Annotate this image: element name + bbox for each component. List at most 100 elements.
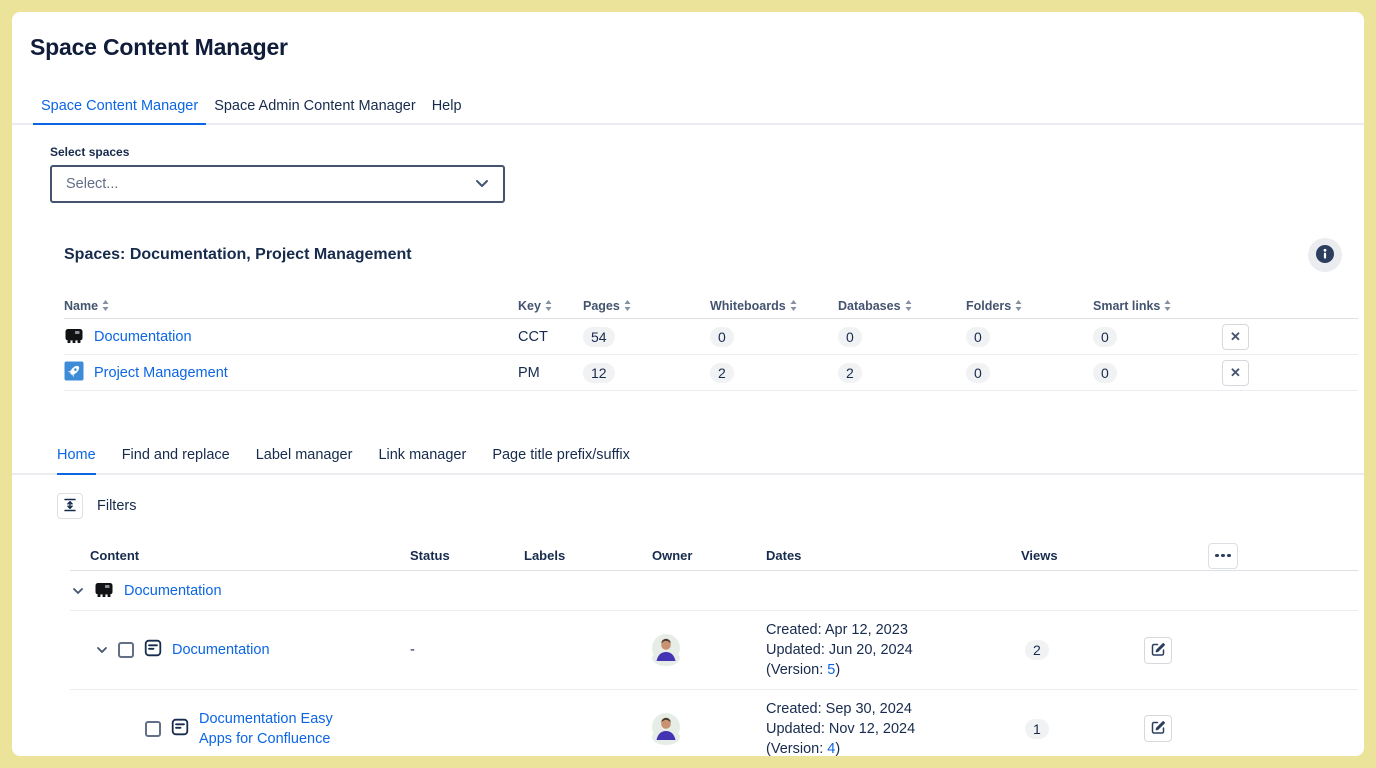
status-value: - <box>410 642 415 658</box>
row-checkbox[interactable] <box>118 642 134 658</box>
column-header-name[interactable]: Name <box>64 299 518 313</box>
pages-count: 12 <box>583 362 615 383</box>
column-label: Smart links <box>1093 298 1161 313</box>
page-icon <box>144 639 162 661</box>
select-spaces-block: Select spaces Select... <box>50 145 1364 203</box>
column-header-pages[interactable]: Pages <box>583 299 710 313</box>
space-key: PM <box>518 364 540 381</box>
column-header-owner: Owner <box>652 548 693 563</box>
space-icon-documentation <box>64 325 84 349</box>
version-link[interactable]: 4 <box>827 740 836 757</box>
select-spaces-label: Select spaces <box>50 145 130 159</box>
tab-space-admin-content-manager[interactable]: Space Admin Content Manager <box>214 98 416 114</box>
page-title-link[interactable]: Documentation <box>172 642 270 658</box>
filters-toggle-button[interactable] <box>57 493 83 519</box>
page-title: Space Content Manager <box>30 34 288 60</box>
column-header-dates: Dates <box>766 548 802 563</box>
collapse-page-button[interactable] <box>96 646 108 654</box>
owner-cell <box>652 712 766 745</box>
column-header-views: Views <box>1021 548 1058 563</box>
page-title-link[interactable]: Documentation Easy Apps for Confluence <box>199 710 333 747</box>
column-header-databases[interactable]: Databases <box>838 299 966 313</box>
whiteboards-count: 2 <box>710 362 734 383</box>
edit-icon <box>1150 719 1166 738</box>
pages-count: 54 <box>583 326 615 347</box>
column-header-whiteboards[interactable]: Whiteboards <box>710 299 838 313</box>
smart-links-count: 0 <box>1093 326 1117 347</box>
main-tab-bar: Space Content Manager Space Admin Conten… <box>12 98 1364 125</box>
column-label: Name <box>64 298 99 313</box>
spaces-table: Name Key Pages Whiteboards Databases Fol… <box>64 293 1358 391</box>
dates-cell: Created: Sep 30, 2024 Updated: Nov 12, 2… <box>766 699 1021 757</box>
tab-find-and-replace[interactable]: Find and replace <box>121 447 230 463</box>
tab-page-title-prefix-suffix[interactable]: Page title prefix/suffix <box>492 447 630 463</box>
select-placeholder: Select... <box>66 176 119 192</box>
sort-icon <box>102 300 109 311</box>
owner-avatar <box>652 712 680 745</box>
space-group-link[interactable]: Documentation <box>124 582 222 599</box>
edit-icon <box>1150 641 1166 660</box>
filters-row: Filters <box>57 493 1364 519</box>
filters-label: Filters <box>97 498 137 514</box>
created-date: Created: Apr 12, 2023 <box>766 622 908 638</box>
select-spaces-dropdown[interactable]: Select... <box>50 165 505 203</box>
row-checkbox[interactable] <box>145 720 161 737</box>
sort-icon <box>545 300 552 311</box>
tab-label-manager[interactable]: Label manager <box>255 447 353 463</box>
info-button[interactable] <box>1308 238 1342 272</box>
collapse-group-button[interactable] <box>72 587 84 595</box>
views-count: 1 <box>1025 718 1049 739</box>
chevron-down-icon <box>73 587 83 594</box>
space-link[interactable]: Documentation <box>94 328 192 345</box>
column-label: Pages <box>583 298 620 313</box>
sort-icon <box>624 300 631 311</box>
remove-space-button[interactable]: ✕ <box>1222 323 1249 350</box>
tab-help[interactable]: Help <box>431 98 462 114</box>
space-key: CCT <box>518 328 548 345</box>
remove-space-button[interactable]: ✕ <box>1222 359 1249 386</box>
sort-icon <box>1164 300 1171 311</box>
info-icon <box>1315 244 1335 267</box>
edit-page-button[interactable] <box>1144 636 1172 664</box>
close-icon: ✕ <box>1230 365 1241 380</box>
sort-icon <box>905 300 912 311</box>
tab-home[interactable]: Home <box>57 447 96 475</box>
column-header-labels: Labels <box>524 548 566 563</box>
more-columns-button[interactable] <box>1208 542 1238 569</box>
owner-cell <box>652 634 766 666</box>
created-date: Created: Sep 30, 2024 <box>766 700 912 717</box>
databases-count: 0 <box>838 326 862 347</box>
space-link[interactable]: Project Management <box>94 364 228 381</box>
column-header-folders[interactable]: Folders <box>966 299 1093 313</box>
content-row: Documentation Easy Apps for Confluence C… <box>70 690 1358 756</box>
space-icon-documentation <box>94 579 114 603</box>
updated-date: Updated: Jun 20, 2024 <box>766 642 913 658</box>
databases-count: 2 <box>838 362 862 383</box>
space-icon-project-management <box>64 361 84 385</box>
column-header-smart-links[interactable]: Smart links <box>1093 299 1220 313</box>
version-link[interactable]: 5 <box>827 662 836 678</box>
chevron-down-icon <box>475 175 489 193</box>
tab-space-content-manager[interactable]: Space Content Manager <box>33 98 207 125</box>
content-table: Content Status Labels Owner Dates Views <box>70 541 1358 756</box>
folders-count: 0 <box>966 362 990 383</box>
sort-icon <box>1015 300 1022 311</box>
sort-icon <box>790 300 797 311</box>
content-table-header: Content Status Labels Owner Dates Views <box>70 541 1358 571</box>
content-group-row: Documentation <box>70 571 1358 611</box>
tab-link-manager[interactable]: Link manager <box>378 447 467 463</box>
column-label: Whiteboards <box>710 298 786 313</box>
version-line: (Version: 5) <box>766 662 841 678</box>
column-header-content: Content <box>90 548 140 563</box>
space-row-project-management: Project Management PM 12 2 2 0 0 ✕ <box>64 355 1358 391</box>
spaces-heading-row: Spaces: Documentation, Project Managemen… <box>12 237 1364 273</box>
column-label: Folders <box>966 298 1012 313</box>
column-label: Databases <box>838 298 901 313</box>
edit-page-button[interactable] <box>1144 715 1172 742</box>
app-window: Space Content Manager Space Content Mana… <box>12 12 1364 756</box>
content-row: Documentation - Created: Apr 12, 2023 Up… <box>70 611 1358 690</box>
column-header-key[interactable]: Key <box>518 299 583 313</box>
column-header-status: Status <box>410 548 450 563</box>
close-icon: ✕ <box>1230 329 1241 344</box>
smart-links-count: 0 <box>1093 362 1117 383</box>
